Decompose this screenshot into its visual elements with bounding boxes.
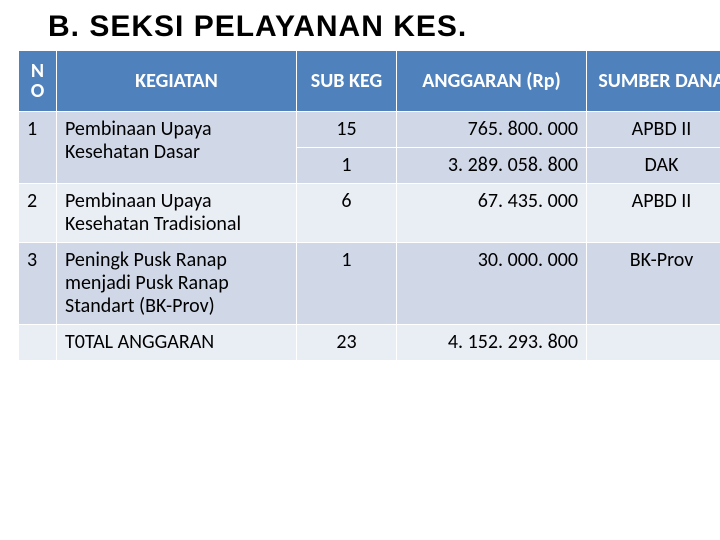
cell-anggaran: 765. 800. 000	[397, 112, 587, 148]
col-header-sumber: SUMBER DANA	[587, 51, 720, 112]
cell-subkeg: 1	[297, 243, 397, 325]
table-row: 2 Pembinaan Upaya Kesehatan Tradisional …	[19, 184, 720, 243]
cell-subkeg: 1	[297, 148, 397, 184]
col-header-kegiatan: KEGIATAN	[57, 51, 297, 112]
cell-no: 1	[19, 112, 57, 184]
col-header-anggaran: ANGGARAN (Rp)	[397, 51, 587, 112]
cell-sumber: APBD II	[587, 184, 720, 243]
table-row-total: T0TAL ANGGARAN 23 4. 152. 293. 800	[19, 325, 720, 361]
table-row: 3 Peningk Pusk Ranap menjadi Pusk Ranap …	[19, 243, 720, 325]
cell-sumber: DAK	[587, 148, 720, 184]
cell-subkeg: 15	[297, 112, 397, 148]
cell-sumber: APBD II	[587, 112, 720, 148]
slide-title: B. SEKSI PELAYANAN KES.	[48, 10, 702, 44]
cell-anggaran: 4. 152. 293. 800	[397, 325, 587, 361]
col-header-no: NO	[19, 51, 57, 112]
cell-subkeg: 6	[297, 184, 397, 243]
cell-anggaran: 67. 435. 000	[397, 184, 587, 243]
budget-table: NO KEGIATAN SUB KEG ANGGARAN (Rp) SUMBER…	[18, 50, 720, 361]
cell-no: 3	[19, 243, 57, 325]
cell-no: 2	[19, 184, 57, 243]
cell-anggaran: 30. 000. 000	[397, 243, 587, 325]
cell-sumber	[587, 325, 720, 361]
cell-no	[19, 325, 57, 361]
cell-kegiatan: T0TAL ANGGARAN	[57, 325, 297, 361]
cell-sumber: BK-Prov	[587, 243, 720, 325]
cell-kegiatan: Pembinaan Upaya Kesehatan Dasar	[57, 112, 297, 184]
col-header-subkeg: SUB KEG	[297, 51, 397, 112]
cell-kegiatan: Peningk Pusk Ranap menjadi Pusk Ranap St…	[57, 243, 297, 325]
cell-kegiatan: Pembinaan Upaya Kesehatan Tradisional	[57, 184, 297, 243]
cell-anggaran: 3. 289. 058. 800	[397, 148, 587, 184]
slide: B. SEKSI PELAYANAN KES. NO KEGIATAN SUB …	[0, 0, 720, 540]
cell-subkeg: 23	[297, 325, 397, 361]
table-row: 1 Pembinaan Upaya Kesehatan Dasar 15 765…	[19, 112, 720, 148]
table-header-row: NO KEGIATAN SUB KEG ANGGARAN (Rp) SUMBER…	[19, 51, 720, 112]
